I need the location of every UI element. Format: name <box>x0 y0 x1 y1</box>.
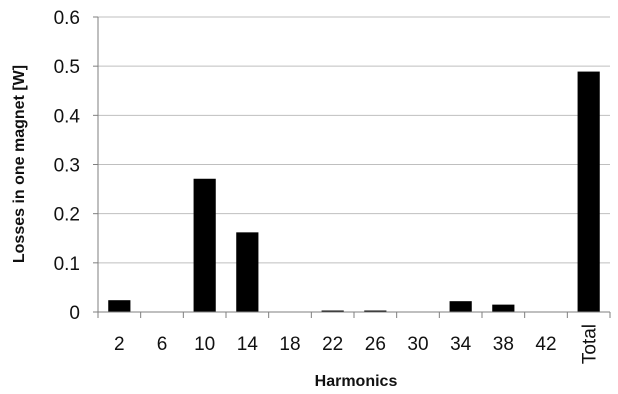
x-tick-label: 38 <box>493 334 514 355</box>
y-tick-label: 0.2 <box>54 205 80 226</box>
x-axis-title: Harmonics <box>315 373 398 390</box>
x-tick-label: 26 <box>365 334 386 355</box>
bar-2 <box>108 300 131 312</box>
bars <box>108 71 600 312</box>
bar-34 <box>449 301 472 312</box>
x-tick-label: 6 <box>157 334 168 355</box>
bar-total <box>577 71 600 312</box>
y-tick-label: 0 <box>69 303 80 324</box>
bar-38 <box>492 304 515 312</box>
x-tick-labels: 2 6 10 14 18 22 26 30 34 38 42 Total <box>114 324 601 364</box>
x-tick-label: 10 <box>194 334 215 355</box>
y-tick-label: 0.1 <box>54 254 80 275</box>
x-tick-label: 42 <box>535 334 556 355</box>
bar-10 <box>193 178 216 312</box>
x-tick-label: Total <box>580 324 601 364</box>
x-tick-label: 14 <box>237 334 259 355</box>
bar-22 <box>321 310 344 312</box>
gridlines <box>98 16 610 264</box>
x-tick-label: 22 <box>322 334 343 355</box>
bar-26 <box>364 310 387 312</box>
y-tick-label: 0.5 <box>54 57 80 78</box>
y-tick-label: 0.3 <box>54 156 80 177</box>
axes <box>93 16 611 318</box>
y-tick-label: 0.6 <box>54 8 80 29</box>
y-tick-labels: 0 0.1 0.2 0.3 0.4 0.5 0.6 <box>54 8 81 324</box>
bar-14 <box>236 232 259 312</box>
x-tick-label: 30 <box>407 334 428 355</box>
y-axis-title: Losses in one magnet [W] <box>11 65 28 263</box>
x-tick-label: 18 <box>279 334 300 355</box>
y-tick-label: 0.4 <box>54 106 81 127</box>
x-tick-label: 2 <box>114 334 125 355</box>
x-tick-label: 34 <box>450 334 472 355</box>
